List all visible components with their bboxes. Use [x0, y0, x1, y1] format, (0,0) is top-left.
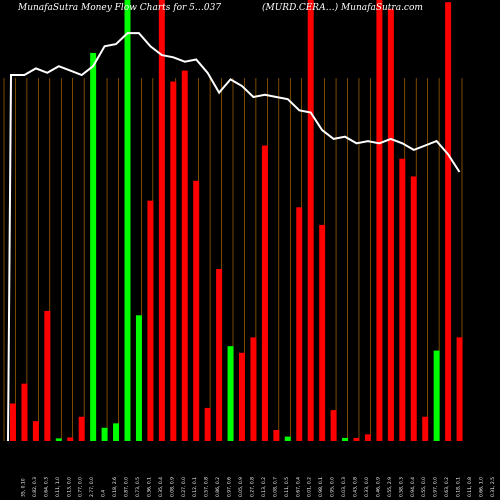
bar-down: [67, 437, 74, 441]
x-tick-label: 0.82, 0.3: [32, 477, 38, 497]
x-tick-label: 0.27, 0.0: [181, 477, 187, 497]
x-tick-label: 0.11, 1.0: [55, 477, 61, 497]
bar-up: [342, 437, 349, 441]
x-tick-label: 0.4: [101, 490, 107, 497]
x-tick-label: 0.97, 0.6: [227, 477, 233, 497]
x-tick-label: 0.13, 0.2: [261, 477, 267, 497]
bar-down: [239, 352, 245, 441]
x-tick-label: 2.77, 0.0: [89, 477, 95, 497]
x-tick-label: 0.73, 0.5: [135, 477, 141, 497]
bar-down: [330, 410, 337, 441]
bar-up: [433, 350, 440, 441]
bar-down: [364, 434, 371, 441]
bar-up: [113, 423, 120, 441]
x-tick-label: 0.57, 0.8: [204, 477, 210, 497]
x-tick-label: 0.87, 0.0: [124, 477, 130, 497]
x-tick-label: 0.08, 0.9: [169, 477, 175, 497]
chart-line-series: [7, 32, 461, 442]
x-tick-label: 0.95, 0.0: [330, 477, 336, 497]
x-tick-label: 0.67, 0.4: [295, 477, 301, 497]
bar-down: [158, 0, 165, 441]
bar-down: [170, 81, 177, 442]
x-tick-label: 0.43, 0.8: [353, 477, 359, 497]
x-tick-label: 0.46, 0.9: [375, 477, 381, 497]
bar-down: [261, 145, 268, 441]
chart-bars: [10, 0, 463, 442]
bar-up: [227, 346, 234, 441]
x-tick-label: 0.86, 0.2: [215, 477, 221, 497]
bar-down: [147, 200, 154, 441]
bar-down: [399, 158, 406, 441]
bar-down: [78, 416, 85, 441]
bar-down: [204, 407, 211, 441]
bar-down: [21, 383, 28, 441]
x-tick-label: 0.12, 0.1: [192, 477, 198, 497]
x-tick-label: 0.63, 0.2: [444, 477, 450, 497]
bar-down: [376, 0, 383, 441]
bar-down: [193, 180, 200, 441]
x-tick-label: 0.05, 0.9: [238, 477, 244, 497]
bar-down: [456, 337, 463, 441]
x-tick-label: 0.66, 1.0: [478, 477, 484, 497]
chart-title-left: MunafaSutra Money Flow Charts for 5…037: [18, 3, 222, 13]
bar-down: [216, 269, 223, 441]
bar-down: [353, 437, 360, 441]
bar-up: [90, 52, 97, 442]
x-tick-label: 0.27, 0.8: [249, 477, 255, 497]
bar-down: [181, 70, 188, 441]
bar-down: [273, 429, 280, 441]
x-tick-label: 0.03, 0.3: [341, 477, 347, 497]
bar-down: [10, 403, 16, 441]
bar-up: [101, 427, 108, 441]
money-flow-line: [7, 32, 461, 442]
x-tick-label: 0.64, 0.3: [43, 477, 49, 497]
x-tick-label: 0.35, 0.4: [158, 477, 164, 497]
bar-up: [124, 0, 131, 441]
x-tick-label: 0.01, 0.2: [307, 477, 313, 497]
bar-up: [284, 436, 291, 441]
bar-down: [32, 421, 39, 441]
bar-down: [410, 176, 417, 441]
x-tick-label: 0.55, 2.9: [387, 477, 393, 497]
x-tick-label: 0.58, 0.3: [398, 477, 404, 497]
x-tick-label: 35, 0.10: [20, 478, 26, 497]
x-tick-label: 0.97, 0.0: [433, 477, 439, 497]
x-tick-label: 0.33, 0.0: [364, 477, 370, 497]
x-tick-label: 0.94, 0.4: [410, 477, 416, 497]
x-tick-label: 0.11, 0.8: [467, 477, 473, 497]
bar-up: [135, 315, 142, 441]
bar-down: [319, 224, 326, 441]
x-tick-label: 0.18, 2.6: [112, 477, 118, 497]
bar-down: [307, 0, 314, 441]
bar-down: [422, 416, 429, 441]
x-tick-label: 0.55, 0.0: [421, 477, 427, 497]
bar-down: [445, 2, 452, 442]
bar-down: [44, 310, 51, 441]
x-tick-label: 0.31, 2.5: [490, 477, 496, 497]
bar-down: [387, 8, 394, 441]
x-tick-label: 0.08, 0.7: [272, 477, 278, 497]
chart-title-right: (MURD.CERA…) MunafaSutra.com: [262, 3, 423, 13]
x-tick-label: 0.11, 0.5: [284, 477, 290, 497]
bar-down: [296, 207, 303, 441]
x-tick-label: 0.77, 0.0: [78, 477, 84, 497]
x-tick-label: 0.98, 0.1: [318, 477, 324, 497]
bar-up: [55, 438, 62, 441]
x-tick-label: 0.36, 0.1: [146, 477, 152, 497]
chart-x-tick-labels: 35, 0.10 0.82, 0.3 0.64, 0.3 0.11, 1.0 0.13,…: [20, 477, 496, 497]
x-tick-label: 0.13, 0.0: [66, 477, 72, 497]
bar-down: [250, 337, 257, 441]
x-tick-label: 0.18, 0.1: [456, 477, 462, 497]
